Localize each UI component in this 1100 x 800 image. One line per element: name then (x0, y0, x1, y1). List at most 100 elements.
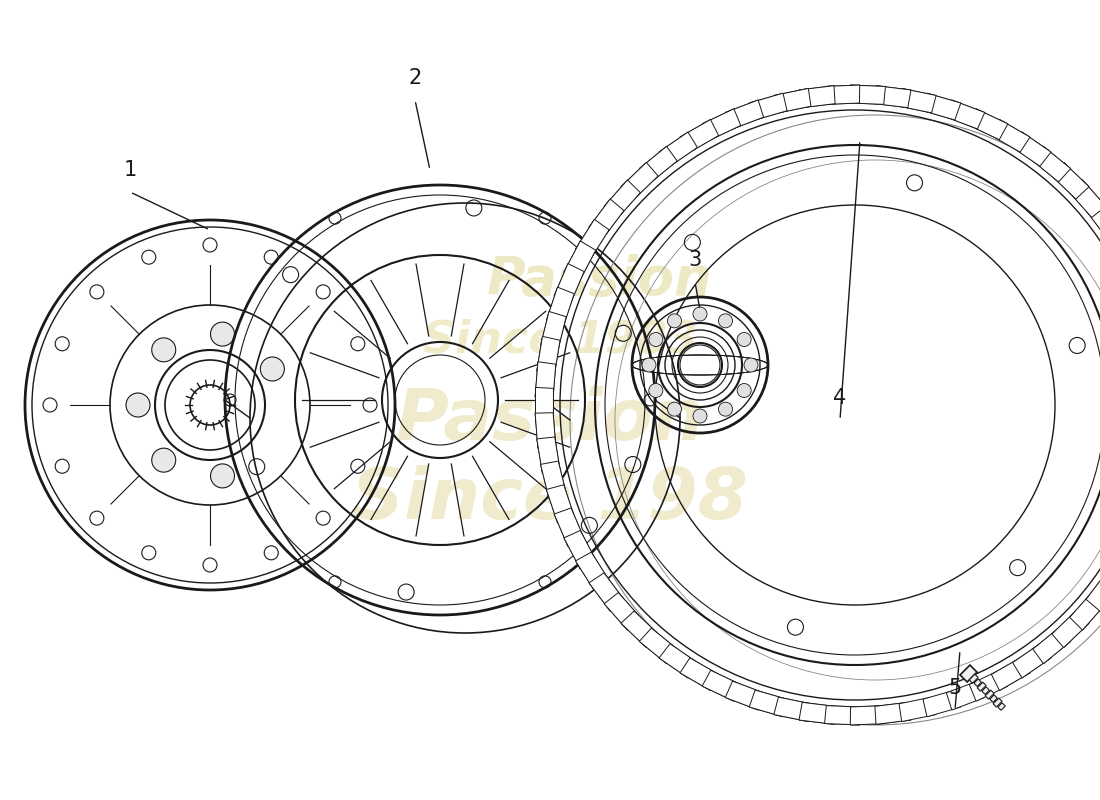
Polygon shape (946, 100, 984, 129)
Polygon shape (536, 387, 553, 422)
Polygon shape (825, 706, 860, 725)
Polygon shape (874, 86, 911, 108)
Polygon shape (537, 437, 560, 474)
Polygon shape (639, 628, 678, 664)
Polygon shape (1013, 132, 1050, 166)
Circle shape (693, 307, 707, 321)
Text: Passion: Passion (487, 254, 713, 306)
Polygon shape (991, 119, 1030, 152)
Polygon shape (535, 413, 556, 448)
Polygon shape (986, 690, 994, 699)
Polygon shape (725, 681, 763, 710)
Polygon shape (749, 94, 788, 120)
Circle shape (642, 358, 656, 372)
Text: 4: 4 (834, 388, 847, 408)
Polygon shape (639, 146, 678, 182)
Polygon shape (1033, 146, 1070, 182)
Text: Since 1983: Since 1983 (422, 318, 697, 362)
Polygon shape (639, 628, 678, 664)
Polygon shape (1013, 644, 1050, 678)
Circle shape (649, 333, 663, 346)
Polygon shape (554, 508, 584, 546)
Polygon shape (575, 219, 609, 258)
Polygon shape (554, 263, 584, 302)
Polygon shape (564, 530, 596, 569)
Polygon shape (621, 611, 658, 648)
Polygon shape (923, 94, 960, 120)
Polygon shape (850, 706, 886, 725)
Polygon shape (537, 336, 560, 373)
Circle shape (668, 314, 682, 328)
Polygon shape (540, 461, 566, 498)
Polygon shape (575, 552, 609, 590)
Circle shape (668, 402, 682, 416)
Polygon shape (564, 241, 596, 279)
Polygon shape (749, 94, 788, 120)
Polygon shape (899, 89, 936, 113)
Polygon shape (1069, 180, 1100, 218)
Polygon shape (659, 132, 697, 166)
Polygon shape (774, 697, 811, 722)
Polygon shape (540, 311, 566, 349)
Polygon shape (680, 119, 718, 152)
Polygon shape (725, 681, 763, 710)
Polygon shape (1052, 162, 1089, 199)
Polygon shape (850, 85, 886, 104)
Polygon shape (588, 199, 624, 237)
Polygon shape (774, 697, 811, 722)
Polygon shape (1052, 611, 1089, 648)
Polygon shape (564, 241, 596, 279)
Polygon shape (588, 573, 624, 611)
Text: Passion
Since 198: Passion Since 198 (352, 386, 748, 534)
Polygon shape (993, 698, 1002, 707)
Polygon shape (535, 413, 556, 448)
Polygon shape (547, 287, 574, 326)
Polygon shape (825, 85, 860, 104)
Polygon shape (969, 674, 978, 683)
Polygon shape (960, 665, 977, 682)
Polygon shape (1052, 611, 1089, 648)
Polygon shape (554, 508, 584, 546)
Polygon shape (946, 100, 984, 129)
Polygon shape (659, 644, 697, 678)
Polygon shape (588, 573, 624, 611)
Polygon shape (874, 86, 911, 108)
Polygon shape (899, 697, 936, 722)
Polygon shape (1086, 573, 1100, 611)
Circle shape (649, 383, 663, 398)
Polygon shape (991, 658, 1030, 690)
Polygon shape (1086, 199, 1100, 237)
Polygon shape (680, 119, 718, 152)
Polygon shape (547, 287, 574, 326)
Polygon shape (604, 180, 640, 218)
Polygon shape (535, 362, 556, 398)
Polygon shape (639, 146, 678, 182)
Polygon shape (1086, 573, 1100, 611)
Polygon shape (874, 702, 911, 724)
Polygon shape (850, 706, 886, 725)
Polygon shape (621, 611, 658, 648)
Circle shape (152, 338, 176, 362)
Polygon shape (990, 695, 998, 702)
Polygon shape (991, 119, 1030, 152)
Polygon shape (536, 387, 553, 422)
Polygon shape (659, 644, 697, 678)
Polygon shape (547, 485, 574, 523)
Polygon shape (554, 263, 584, 302)
Polygon shape (998, 702, 1005, 710)
Polygon shape (537, 437, 560, 474)
Polygon shape (799, 86, 835, 108)
Polygon shape (604, 180, 640, 218)
Polygon shape (946, 681, 984, 710)
Polygon shape (540, 461, 566, 498)
Polygon shape (702, 109, 740, 140)
Polygon shape (969, 670, 1008, 702)
Polygon shape (923, 94, 960, 120)
Circle shape (152, 448, 176, 472)
Polygon shape (702, 670, 740, 702)
Polygon shape (535, 362, 556, 398)
Polygon shape (850, 85, 886, 104)
Polygon shape (621, 162, 658, 199)
Polygon shape (540, 311, 566, 349)
Circle shape (693, 409, 707, 423)
